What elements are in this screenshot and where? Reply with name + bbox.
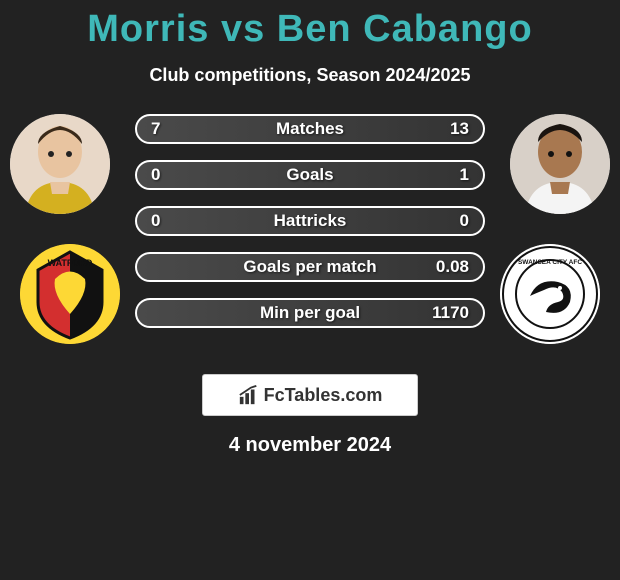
stat-row-min-per-goal: Min per goal 1170 xyxy=(135,298,485,328)
page-subtitle: Club competitions, Season 2024/2025 xyxy=(0,65,620,86)
stat-right-value: 0 xyxy=(460,211,469,231)
person-icon xyxy=(510,114,610,214)
page-title: Morris vs Ben Cabango xyxy=(0,0,620,51)
svg-text:SWANSEA CITY AFC: SWANSEA CITY AFC xyxy=(518,259,582,266)
bar-chart-icon xyxy=(238,384,260,406)
stat-right-value: 1 xyxy=(460,165,469,185)
brand-box: FcTables.com xyxy=(202,374,418,416)
club-crest-icon: WATFORD xyxy=(20,244,120,344)
player-right-avatar xyxy=(510,114,610,214)
stat-label: Goals xyxy=(137,165,483,185)
svg-text:WATFORD: WATFORD xyxy=(48,258,93,268)
stat-row-hattricks: 0 Hattricks 0 xyxy=(135,206,485,236)
stat-right-value: 1170 xyxy=(432,303,469,323)
club-crest-icon: SWANSEA CITY AFC xyxy=(500,244,600,344)
comparison-panel: WATFORD SWANSEA CITY AFC 7 Matches 13 0 … xyxy=(0,114,620,364)
club-right-badge: SWANSEA CITY AFC xyxy=(500,244,600,344)
stat-row-matches: 7 Matches 13 xyxy=(135,114,485,144)
date-text: 4 november 2024 xyxy=(0,434,620,457)
stat-label: Hattricks xyxy=(137,211,483,231)
player-left-avatar xyxy=(10,114,110,214)
stat-label: Matches xyxy=(137,119,483,139)
stat-label: Goals per match xyxy=(137,257,483,277)
stat-right-value: 0.08 xyxy=(436,257,469,277)
stat-right-value: 13 xyxy=(450,119,469,139)
stat-row-goals-per-match: Goals per match 0.08 xyxy=(135,252,485,282)
brand-text: FcTables.com xyxy=(264,385,383,406)
stat-bars: 7 Matches 13 0 Goals 1 0 Hattricks 0 Goa… xyxy=(135,114,485,344)
person-icon xyxy=(10,114,110,214)
club-left-badge: WATFORD xyxy=(20,244,120,344)
stat-row-goals: 0 Goals 1 xyxy=(135,160,485,190)
